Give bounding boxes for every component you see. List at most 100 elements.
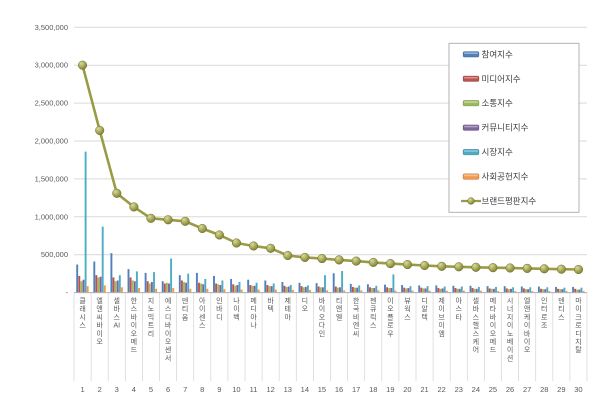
bar-segment	[386, 287, 389, 293]
reputation-marker	[420, 260, 430, 271]
bar-segment	[435, 285, 438, 293]
rank-label: 15	[318, 385, 326, 394]
rank-label: 28	[540, 385, 548, 394]
bar-segment	[304, 286, 307, 293]
bar-segment	[289, 285, 292, 293]
bar-segment	[255, 282, 258, 293]
bar-segment	[580, 287, 583, 293]
bar-segment	[84, 151, 87, 293]
bar-segment	[540, 288, 542, 293]
reputation-marker	[300, 252, 310, 262]
bar-segment	[232, 284, 235, 293]
bar-segment	[557, 288, 560, 293]
bar-segment	[172, 288, 175, 293]
bar-segment	[287, 286, 290, 293]
reputation-marker	[556, 264, 566, 274]
bar-segment	[285, 286, 288, 293]
bar-segment	[215, 283, 218, 293]
y-tick-label: 2,500,000	[35, 99, 68, 108]
bar-segment	[426, 286, 429, 293]
bar-segment	[234, 285, 237, 293]
legend-swatch	[462, 124, 480, 131]
rank-label: 12	[266, 385, 274, 394]
bar-segment	[189, 288, 192, 293]
bar-segment	[144, 272, 147, 293]
bar-segment	[170, 258, 173, 293]
legend-item: 미디어지수	[462, 74, 521, 84]
bar-segment	[206, 288, 209, 293]
bar-segment	[99, 276, 102, 293]
bar-segment	[131, 280, 134, 293]
bar-segment	[401, 285, 404, 293]
legend-item: 브랜드평판지수	[461, 196, 536, 206]
legend-item: 사회공헌지수	[462, 172, 529, 182]
bar-segment	[257, 289, 260, 293]
bar-segment	[480, 290, 482, 293]
bar-segment	[375, 285, 378, 293]
bar-segment	[82, 279, 85, 293]
bar-segment	[120, 287, 123, 293]
legend-swatch	[462, 100, 480, 107]
bar-segment	[219, 285, 222, 293]
bar-segment	[93, 261, 96, 293]
bar-segment	[251, 285, 254, 293]
legend-item: 시장지수	[462, 147, 513, 157]
rank-label: 18	[369, 385, 377, 394]
rank-label: 20	[403, 385, 411, 394]
bar-segment	[213, 275, 215, 293]
bar-segment	[497, 291, 500, 293]
bar-segment	[129, 277, 132, 293]
bars-group	[76, 151, 585, 293]
bar-segment	[512, 287, 515, 293]
rank-label: 30	[574, 385, 582, 394]
bar-segment	[422, 288, 425, 293]
bar-segment	[95, 275, 98, 293]
bar-segment	[394, 290, 397, 293]
rank-label: 5	[149, 385, 153, 394]
bar-segment	[537, 286, 540, 293]
rank-label: 26	[506, 385, 514, 394]
rank-label: 16	[335, 385, 343, 394]
bar-segment	[469, 285, 472, 293]
reputation-marker	[197, 223, 207, 234]
bar-segment	[324, 275, 326, 293]
bar-segment	[249, 285, 252, 293]
bar-segment	[520, 286, 523, 293]
bar-segment	[165, 282, 168, 293]
legend-label: 브랜드평판지수	[482, 196, 537, 206]
rank-label: 23	[455, 385, 463, 394]
bar-segment	[198, 282, 200, 293]
bar-segment	[133, 281, 136, 293]
bar-segment	[187, 273, 190, 293]
bar-segment	[407, 288, 410, 293]
bar-segment	[458, 288, 461, 293]
legend-label: 사회공헌지수	[482, 172, 529, 182]
bar-segment	[403, 287, 406, 293]
rank-label: 29	[557, 385, 565, 394]
bar-segment	[118, 275, 121, 293]
bar-segment	[153, 272, 155, 293]
bar-segment	[309, 289, 311, 293]
legend-label: 참여지수	[482, 49, 513, 59]
legend-label: 소통지수	[482, 98, 513, 108]
bar-segment	[86, 286, 89, 293]
bar-segment	[343, 290, 346, 293]
bar-segment	[326, 290, 329, 293]
reputation-marker	[180, 216, 190, 226]
rank-label: 19	[386, 385, 394, 394]
bar-segment	[334, 286, 337, 293]
